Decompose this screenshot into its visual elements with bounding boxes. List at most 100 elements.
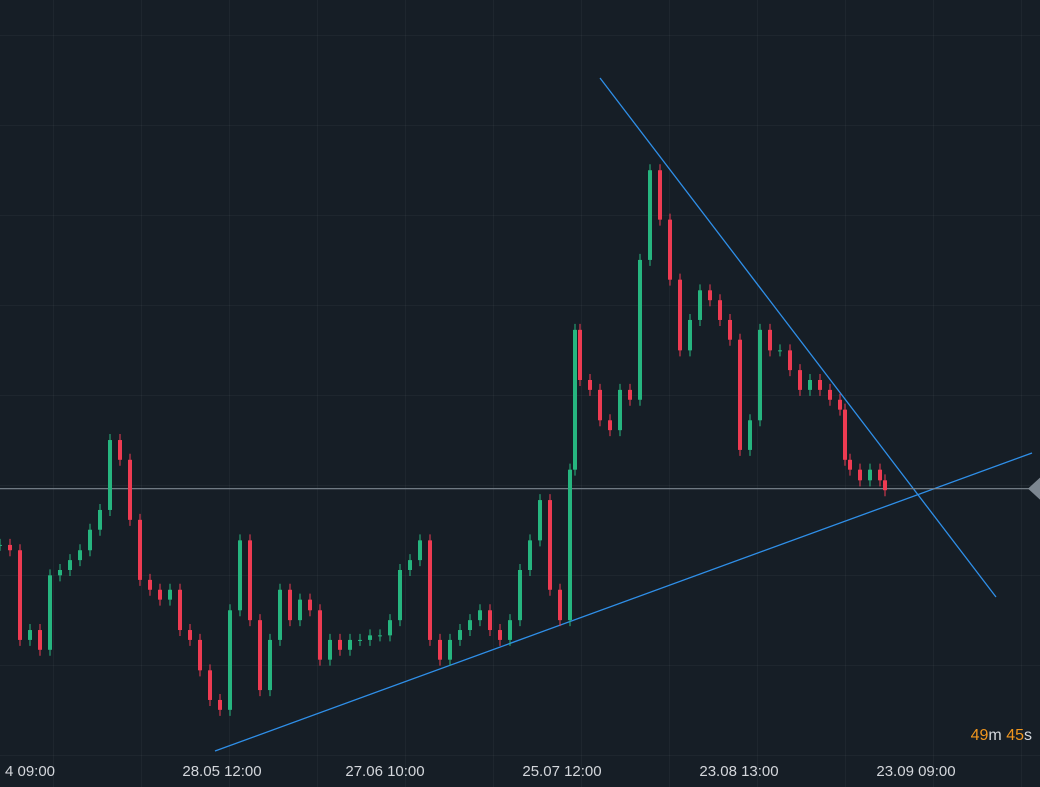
candle-body [148, 579, 152, 590]
candle-body [468, 620, 472, 631]
candle-body [178, 589, 182, 631]
candle-body [238, 540, 242, 611]
candle-body [258, 620, 262, 691]
candle-body [648, 170, 652, 260]
candle-body [578, 329, 582, 380]
candle-body [758, 329, 762, 421]
candle-body [658, 170, 662, 220]
candle-body [573, 329, 577, 470]
candle-body [883, 480, 887, 491]
candle-body [748, 420, 752, 450]
candle-body [198, 639, 202, 671]
support-trendline [214, 452, 1033, 752]
candle-body [418, 540, 422, 561]
candle-body [718, 300, 722, 320]
x-tick-label: 27.06 10:00 [345, 763, 424, 780]
candle-body [28, 630, 32, 640]
candle-body [108, 440, 112, 510]
candle-body [508, 620, 512, 640]
candle-body [298, 599, 302, 621]
candle-body [248, 540, 252, 621]
candle-body [278, 589, 282, 640]
candle-body [398, 570, 402, 621]
timer-unit: m [988, 727, 1002, 744]
candle-body [548, 500, 552, 590]
timer-seconds: 45 [1006, 727, 1024, 744]
candle-body [158, 589, 162, 600]
candle-body [668, 219, 672, 280]
candle-body [788, 350, 792, 371]
candle-body [588, 380, 592, 390]
candle-body [328, 639, 332, 660]
resistance-trendline [599, 77, 997, 598]
x-tick-label: 23.09 09:00 [876, 763, 955, 780]
x-tick-label: 23.08 13:00 [699, 763, 778, 780]
candle-body [808, 380, 812, 390]
candle-body [88, 529, 92, 551]
candle-body [208, 670, 212, 700]
candle-body [58, 570, 62, 576]
candle-body [678, 279, 682, 351]
candle-body [798, 370, 802, 390]
candle-body [498, 630, 502, 640]
candle-body [438, 639, 442, 660]
candle-body [18, 550, 22, 640]
candle-body [638, 259, 642, 400]
candle-body [838, 399, 842, 410]
candle-body [338, 639, 342, 650]
candle-body [768, 329, 772, 351]
candle-body [688, 319, 692, 351]
candle-body [478, 610, 482, 621]
candle-body [858, 469, 862, 481]
candle-body [358, 639, 362, 641]
candle-body [38, 630, 42, 650]
candle-body [68, 560, 72, 570]
candle-body [118, 440, 122, 460]
candle-body [448, 639, 452, 660]
candle-body [878, 469, 882, 481]
candle-body [538, 500, 542, 541]
candle-body [218, 699, 222, 710]
candle-body [558, 589, 562, 621]
candle-body [408, 560, 412, 570]
candle-body [618, 389, 622, 431]
x-tick-label: 28.05 12:00 [182, 763, 261, 780]
candle-body [738, 339, 742, 450]
candle-body [728, 319, 732, 340]
x-tick-label: 25.07 12:00 [522, 763, 601, 780]
timer-unit: s [1024, 727, 1032, 744]
candle-body [8, 544, 12, 551]
candle-body [698, 290, 702, 320]
candle-body [568, 469, 572, 621]
candle-body [0, 544, 2, 546]
candle-body [828, 389, 832, 400]
candle-body [348, 639, 352, 650]
candle-body [868, 469, 872, 481]
candle-body [848, 459, 852, 470]
candle-body [598, 389, 602, 421]
candle-body [843, 409, 847, 460]
current-price-marker [1028, 477, 1040, 500]
candle-body [188, 630, 192, 640]
candle-body [308, 599, 312, 611]
candle-body [78, 550, 82, 561]
candle-body [388, 620, 392, 636]
timer-minutes: 49 [970, 727, 989, 744]
candle-body [268, 639, 272, 691]
x-tick-label: 4 09:00 [5, 763, 55, 780]
candle-body [318, 610, 322, 660]
candle-body [518, 570, 522, 621]
candle-body [708, 290, 712, 301]
candle-body [428, 540, 432, 640]
candle-body [228, 610, 232, 710]
candle-body [138, 519, 142, 580]
candle-body [608, 420, 612, 431]
candle-body [528, 540, 532, 570]
candle-body [458, 630, 462, 640]
candle-body [288, 589, 292, 621]
candle-body [378, 635, 382, 637]
candle-body [128, 459, 132, 520]
candle-body [48, 575, 52, 650]
